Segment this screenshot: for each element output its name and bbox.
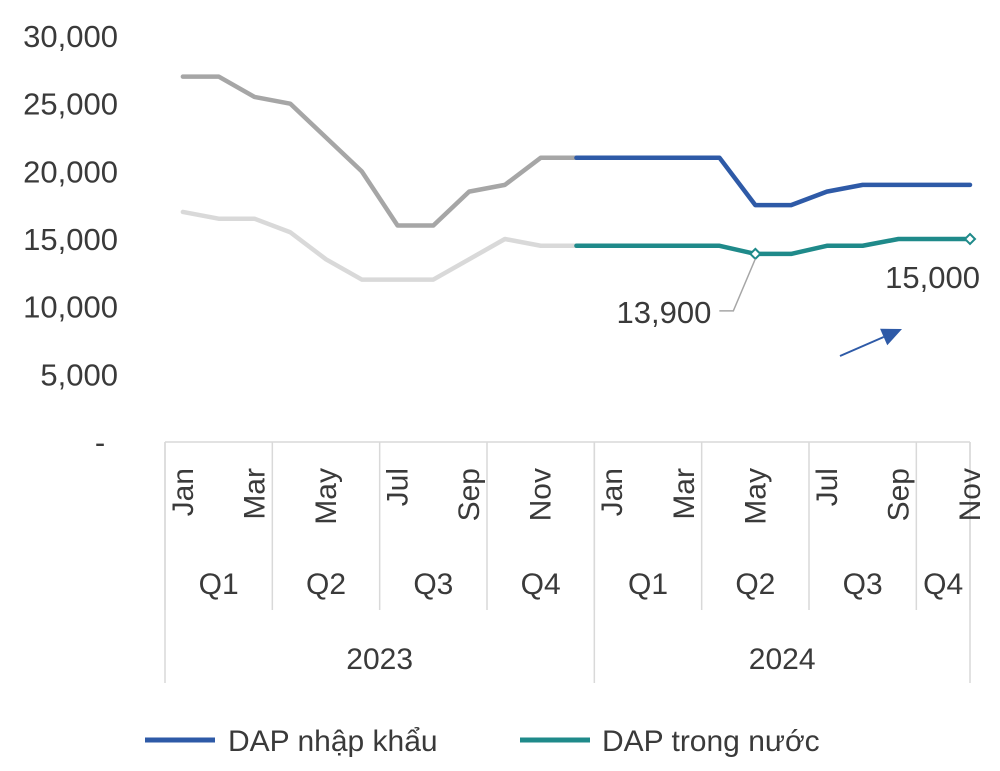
data-label: 13,900 [617, 295, 712, 330]
x-month-label: Jul [811, 468, 844, 506]
y-tick-label: 10,000 [23, 290, 118, 325]
x-month-label: May [739, 468, 772, 525]
x-month-label: Sep [882, 468, 915, 521]
series-line-0 [574, 155, 973, 208]
y-tick-label: 5,000 [40, 357, 118, 392]
x-quarter-label: Q4 [521, 568, 561, 601]
trend-arrow-shaft [839, 336, 885, 357]
x-month-label: Mar [238, 468, 271, 520]
legend-label-domestic: DAP trong nước [602, 725, 820, 758]
x-year-label: 2024 [749, 643, 816, 676]
y-tick-label: 25,000 [23, 87, 118, 122]
x-quarter-label: Q1 [199, 568, 239, 601]
data-marker [748, 247, 762, 261]
x-quarter-label: Q2 [306, 568, 346, 601]
y-axis: 30,000 25,000 20,000 15,000 10,000 5,000 - [23, 19, 118, 460]
legend: DAP nhập khẩu DAP trong nước [145, 725, 820, 758]
y-tick-label: 20,000 [23, 154, 118, 189]
x-month-label: May [310, 468, 343, 525]
x-axis: Jan Mar May Jul Sep Nov Jan Mar May Jul Sep Nov Q1 Q2… [164, 441, 987, 683]
x-quarter-label: Q1 [628, 568, 668, 601]
x-quarter-label: Q3 [413, 568, 453, 601]
legend-label-imported: DAP nhập khẩu [228, 725, 438, 758]
x-quarter-label: Q3 [843, 568, 883, 601]
x-month-label: Sep [453, 468, 486, 521]
series-line-prior-1 [180, 209, 579, 282]
x-month-label: Mar [668, 468, 701, 520]
trend-arrow-head [880, 328, 902, 346]
leader-line [719, 258, 757, 312]
data-marker [963, 232, 977, 246]
y-tick-label: 15,000 [23, 222, 118, 257]
x-quarter-label: Q2 [735, 568, 775, 601]
x-month-label: Jan [167, 468, 200, 516]
x-year-label: 2023 [346, 643, 413, 676]
series-layer [180, 74, 973, 282]
series-line-prior-0 [180, 74, 579, 228]
series-line-1 [574, 236, 973, 257]
data-label: 15,000 [885, 260, 980, 295]
y-tick-label: - [95, 425, 105, 460]
x-month-label: Jan [596, 468, 629, 516]
x-month-label: Jul [382, 468, 415, 506]
x-month-label: Nov [525, 468, 558, 521]
annotation-layer: 13,900 15,000 [617, 232, 980, 357]
y-tick-label: 30,000 [23, 19, 118, 54]
x-quarter-label: Q4 [923, 568, 963, 601]
x-month-label: Nov [954, 468, 987, 521]
